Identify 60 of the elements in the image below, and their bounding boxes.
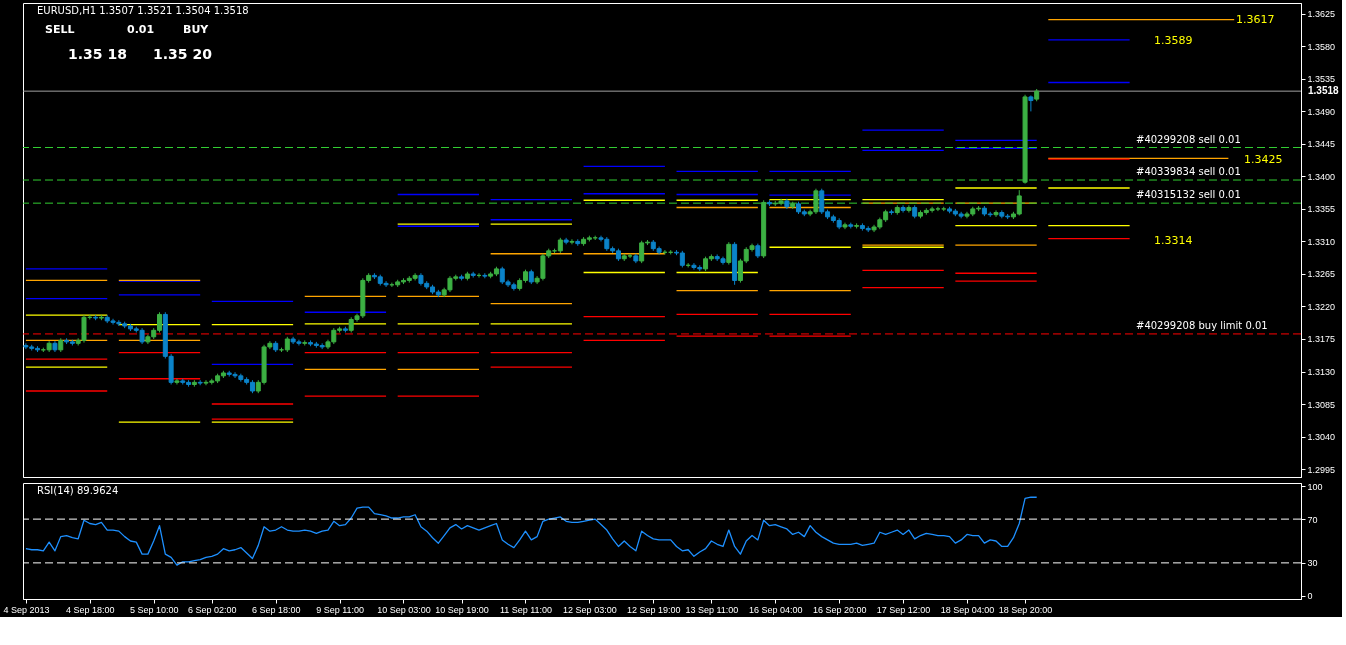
annotation: 0.01 (127, 23, 155, 36)
candlestick (993, 209, 999, 218)
annotation: 1.3617 (1236, 13, 1275, 26)
ref-line-label: #40299208 sell 0.01 (1136, 133, 1241, 145)
y-tick-label: 1.3220 (1307, 301, 1336, 312)
category-label: 4 Sep 2013 (3, 604, 50, 615)
y-tick-label: 1.3490 (1307, 106, 1336, 117)
category-label: 16 Sep 20:00 (812, 604, 867, 615)
y-tick-label: 1.3310 (1307, 236, 1336, 247)
ref-line-label: #40315132 sell 0.01 (1136, 189, 1241, 201)
category-label: 10 Sep 19:00 (435, 604, 489, 615)
y-tick-label: 1.3580 (1307, 41, 1336, 52)
candlestick (569, 238, 575, 245)
chart-title: RSI(14) 89.9624 (37, 485, 119, 496)
annotation: 1.35 20 (153, 46, 213, 62)
y-tick-label: 1.3355 (1307, 204, 1336, 215)
category-label: 10 Sep 03:00 (377, 604, 431, 615)
annotation: BUY (183, 23, 210, 36)
y-tick-label: 100 (1307, 481, 1323, 492)
candlestick (174, 378, 180, 386)
ref-line-label: #40299208 buy limit 0.01 (1136, 319, 1268, 331)
category-label: 11 Sep 11:00 (499, 604, 553, 615)
candlestick (726, 241, 732, 266)
annotation: SELL (45, 23, 75, 36)
chart-title: EURUSD,H1 1.3507 1.3521 1.3504 1.3518 (37, 5, 249, 16)
y-tick-label: 1.3175 (1307, 334, 1336, 345)
category-label: 6 Sep 02:00 (188, 604, 237, 615)
category-label: 9 Sep 11:00 (316, 604, 365, 615)
y-tick-label: 1.3625 (1307, 9, 1336, 20)
y-tick-label: 1.3040 (1307, 432, 1336, 443)
category-label: 4 Sep 18:00 (66, 604, 115, 615)
ref-line-label: 1.3518 (1308, 85, 1340, 97)
candlestick (906, 204, 912, 214)
y-tick-label: 1.3085 (1307, 399, 1336, 410)
line-series (25, 496, 1038, 566)
y-tick-label: 0 (1307, 591, 1313, 602)
y-tick-label: 1.3265 (1307, 269, 1336, 280)
annotation: 1.35 18 (68, 46, 127, 62)
annotation: 1.3425 (1244, 153, 1283, 166)
category-label: 17 Sep 12:00 (876, 604, 931, 615)
category-label: 12 Sep 03:00 (563, 604, 617, 615)
annotation: 1.3314 (1154, 234, 1193, 247)
y-tick-label: 70 (1307, 514, 1318, 525)
category-label: 6 Sep 18:00 (251, 604, 301, 615)
category-label: 18 Sep 20:00 (998, 604, 1053, 615)
y-tick-label: 1.3130 (1307, 367, 1336, 378)
candlestick (1028, 94, 1034, 112)
y-tick-label: 1.3445 (1307, 139, 1336, 150)
category-label: 16 Sep 04:00 (749, 604, 803, 615)
category-label: 18 Sep 04:00 (940, 604, 995, 615)
ref-line-label: #40339834 sell 0.01 (1136, 166, 1241, 178)
y-tick-label: 1.3400 (1307, 171, 1336, 182)
category-label: 13 Sep 11:00 (685, 604, 739, 615)
y-tick-label: 1.2995 (1307, 464, 1336, 475)
y-tick-label: 30 (1307, 558, 1318, 569)
category-label: 5 Sep 10:00 (129, 604, 179, 615)
category-label: 12 Sep 19:00 (627, 604, 681, 615)
y-tick-label: 1.3535 (1307, 74, 1336, 85)
annotation: 1.3589 (1154, 34, 1193, 47)
candlestick (900, 204, 906, 214)
